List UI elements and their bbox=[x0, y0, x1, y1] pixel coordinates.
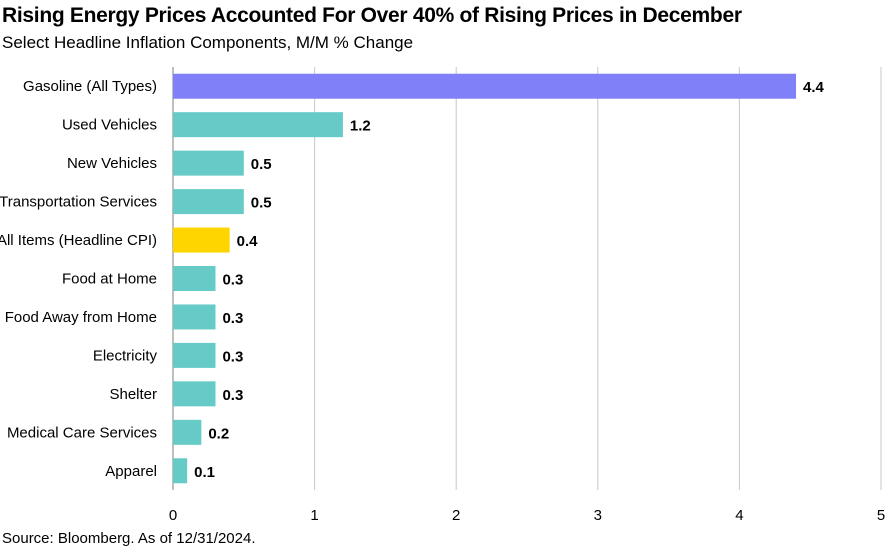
value-label: 0.1 bbox=[194, 464, 215, 481]
category-label: New Vehicles bbox=[67, 155, 157, 172]
bar bbox=[173, 419, 202, 445]
chart-subtitle: Select Headline Inflation Components, M/… bbox=[2, 33, 414, 52]
category-label: Transportation Services bbox=[0, 194, 157, 211]
labels: 0 1 2 3 4 5 Gasoline (All Types) 4.4 Used Vehicl… bbox=[0, 78, 885, 524]
category-label: Electricity bbox=[93, 347, 158, 364]
bar bbox=[173, 73, 797, 99]
bar-chart: 0 1 2 3 4 5 Gasoline (All Types) 4.4 Used Vehicl… bbox=[0, 67, 885, 524]
x-tick-label: 4 bbox=[735, 507, 743, 524]
x-tick-label: 1 bbox=[310, 507, 318, 524]
bar bbox=[173, 266, 216, 291]
value-label: 0.3 bbox=[222, 310, 243, 327]
category-label: All Items (Headline CPI) bbox=[0, 232, 157, 249]
bar bbox=[173, 150, 244, 176]
x-tick-label: 5 bbox=[877, 507, 885, 524]
value-label: 0.5 bbox=[251, 156, 272, 173]
value-label: 0.3 bbox=[222, 348, 243, 365]
bar bbox=[173, 189, 244, 215]
category-label: Food at Home bbox=[62, 271, 157, 288]
value-label: 0.4 bbox=[237, 233, 259, 250]
bar bbox=[173, 458, 188, 484]
x-tick-label: 0 bbox=[169, 507, 177, 524]
category-label: Used Vehicles bbox=[62, 117, 157, 134]
bar bbox=[173, 304, 216, 330]
category-label: Food Away from Home bbox=[5, 309, 157, 326]
value-label: 0.5 bbox=[251, 195, 272, 212]
bars bbox=[173, 73, 797, 484]
category-label: Gasoline (All Types) bbox=[23, 78, 157, 95]
value-label: 0.2 bbox=[208, 425, 229, 442]
value-label: 0.3 bbox=[222, 272, 243, 289]
value-label: 1.2 bbox=[350, 118, 371, 135]
bar bbox=[173, 342, 216, 368]
bar bbox=[173, 227, 230, 253]
bar bbox=[173, 381, 216, 407]
category-label: Apparel bbox=[105, 463, 157, 480]
x-tick-label: 2 bbox=[452, 507, 460, 524]
category-label: Medical Care Services bbox=[7, 424, 157, 441]
bar bbox=[173, 112, 343, 138]
x-tick-label: 3 bbox=[594, 507, 602, 524]
source-note: Source: Bloomberg. As of 12/31/2024. bbox=[2, 530, 256, 547]
category-label: Shelter bbox=[109, 386, 157, 403]
chart-title: Rising Energy Prices Accounted For Over … bbox=[2, 4, 742, 27]
value-label: 0.3 bbox=[222, 387, 243, 404]
value-label: 4.4 bbox=[803, 79, 825, 96]
